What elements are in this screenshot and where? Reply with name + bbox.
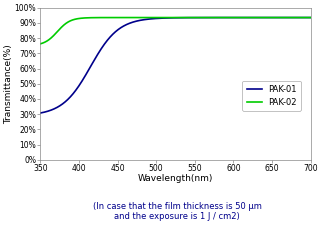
PAK-02 — [66, 21, 70, 24]
PAK-01 — [224, 16, 228, 19]
PAK-01 — [157, 17, 161, 20]
PAK-01 — [308, 16, 312, 19]
PAK-01 — [66, 98, 70, 101]
PAK-02 — [157, 16, 161, 19]
Line: PAK-01: PAK-01 — [40, 18, 310, 113]
Text: (In case that the film thickness is 50 μm
and the exposure is 1 J / cm2): (In case that the film thickness is 50 μ… — [93, 202, 261, 221]
Line: PAK-02: PAK-02 — [40, 18, 310, 44]
PAK-02 — [308, 16, 312, 19]
PAK-02 — [224, 16, 228, 19]
Legend: PAK-01, PAK-02: PAK-01, PAK-02 — [242, 81, 301, 111]
X-axis label: Wavelength(nm): Wavelength(nm) — [138, 174, 213, 183]
PAK-01 — [249, 16, 253, 19]
PAK-02 — [249, 16, 253, 19]
PAK-02 — [148, 16, 152, 19]
PAK-02 — [38, 42, 42, 45]
PAK-01 — [148, 18, 152, 20]
PAK-02 — [254, 16, 258, 19]
PAK-01 — [38, 112, 42, 114]
Y-axis label: Transmittance(%): Transmittance(%) — [4, 44, 13, 124]
PAK-01 — [254, 16, 258, 19]
PAK-02 — [281, 16, 285, 19]
